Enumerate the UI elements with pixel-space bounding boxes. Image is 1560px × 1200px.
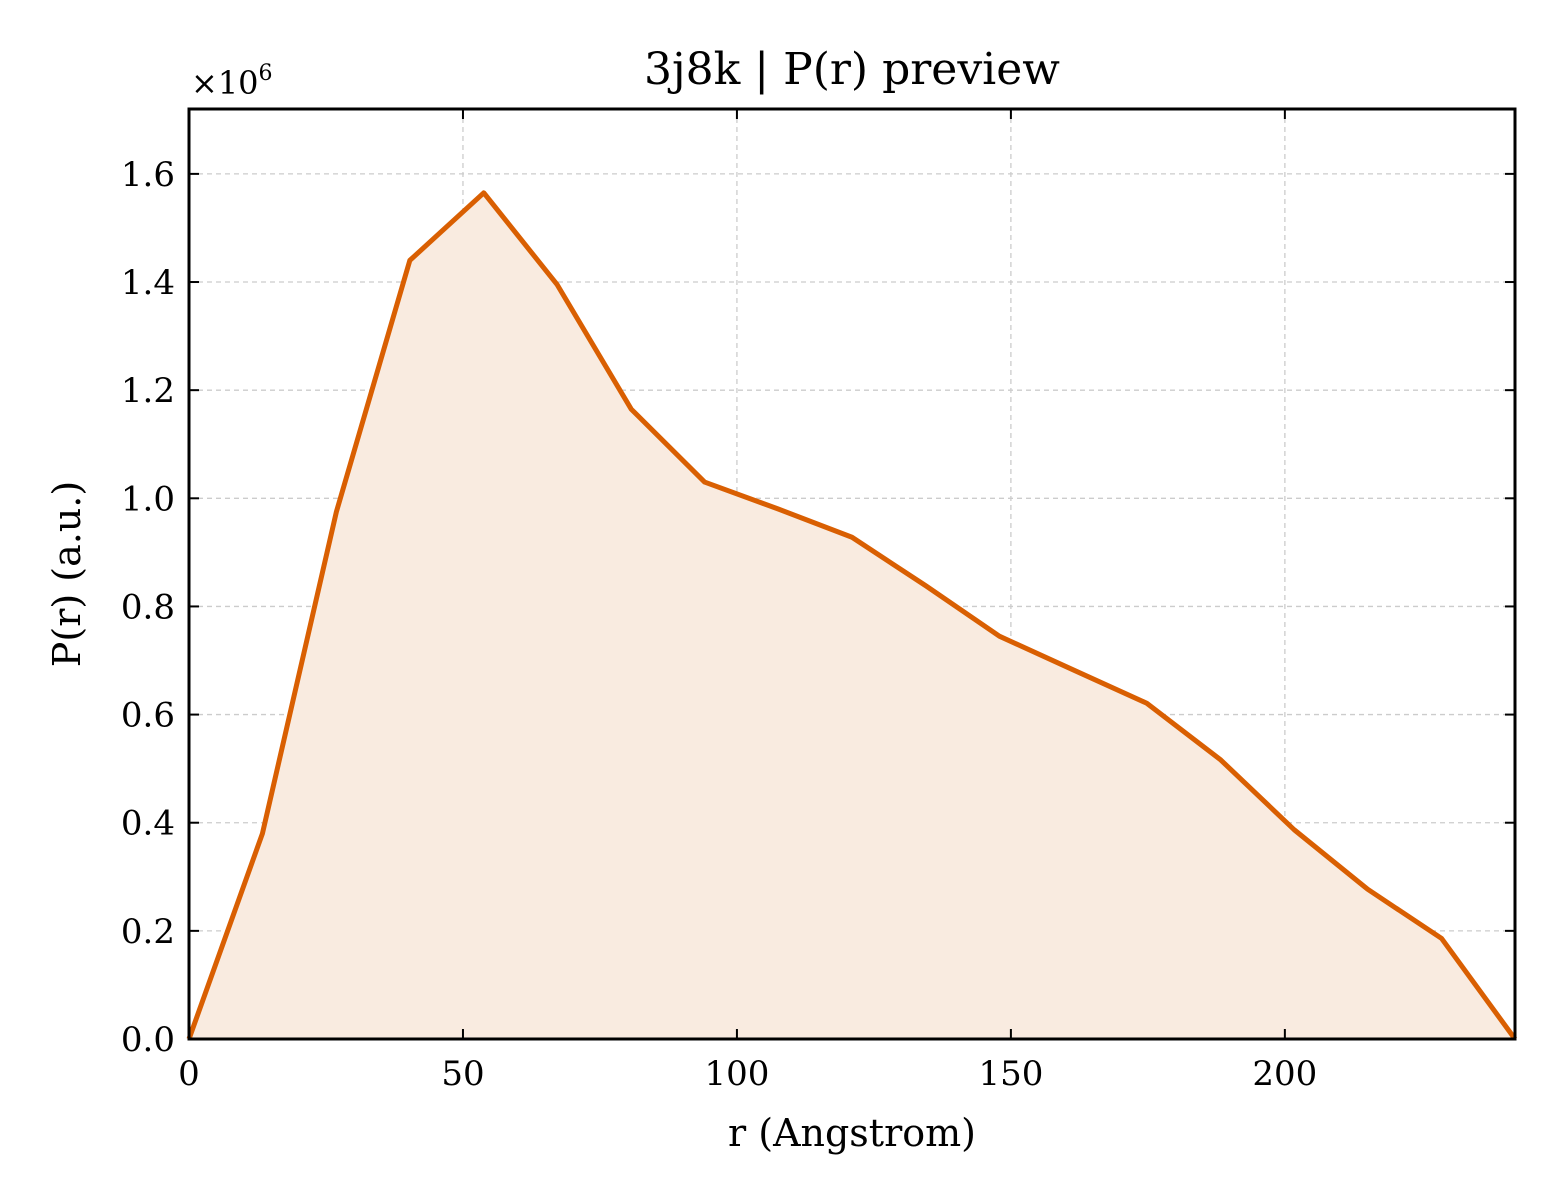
y-tick-label: 1.4 xyxy=(121,263,175,303)
x-tick-label: 150 xyxy=(978,1054,1043,1094)
y-offset-label: ×106 xyxy=(191,61,273,102)
x-axis-label: r (Angstrom) xyxy=(728,1111,976,1155)
y-tick-label: 0.0 xyxy=(121,1020,175,1060)
pr-area-fill xyxy=(189,192,1515,1039)
y-axis-label: P(r) (a.u.) xyxy=(45,481,89,667)
y-tick-label: 1.6 xyxy=(121,155,175,195)
y-tick-label: 0.2 xyxy=(121,912,175,952)
x-tick-label: 50 xyxy=(441,1054,484,1094)
y-offset-base: ×10 xyxy=(191,64,259,102)
pr-series-line xyxy=(186,190,1518,1041)
y-offset-exponent: 6 xyxy=(259,61,273,86)
chart-title: 3j8k | P(r) preview xyxy=(644,44,1060,95)
x-tick-label: 100 xyxy=(704,1054,769,1094)
x-tick-label: 200 xyxy=(1252,1054,1317,1094)
plot-frame xyxy=(187,107,1517,1041)
y-tick-label: 0.8 xyxy=(121,587,175,627)
y-tick-label: 1.2 xyxy=(121,371,175,411)
y-tick-label: 0.4 xyxy=(121,804,175,844)
x-tick-label: 0 xyxy=(178,1054,200,1094)
y-tick-label: 0.6 xyxy=(121,696,175,736)
y-tick-label: 1.0 xyxy=(121,479,175,519)
